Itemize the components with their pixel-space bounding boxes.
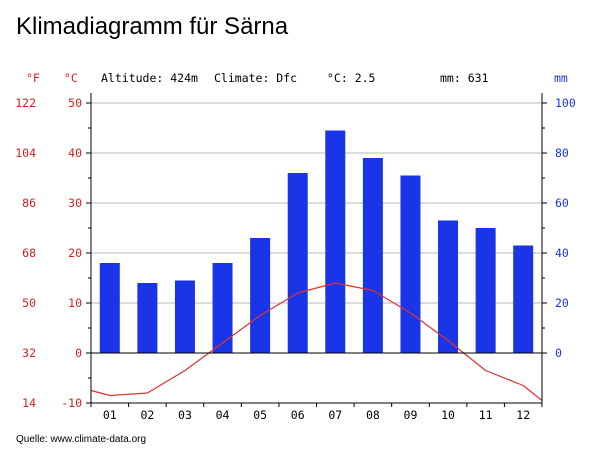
precip-bar-11 xyxy=(475,228,496,353)
source-credit: Quelle: www.climate-data.org xyxy=(16,434,146,445)
month-label-05: 05 xyxy=(253,408,267,422)
fahrenheit-tick-label: 50 xyxy=(22,296,36,310)
celsius-tick-label: 10 xyxy=(68,296,82,310)
unit-celsius: °C xyxy=(64,71,78,85)
precip-bar-02 xyxy=(137,283,158,353)
month-label-01: 01 xyxy=(103,408,117,422)
mm-tick-label: 40 xyxy=(555,246,569,260)
temperature-line-group xyxy=(90,282,543,401)
precip-bar-05 xyxy=(250,238,271,353)
chart-title: Klimadiagramm für Särna xyxy=(16,13,289,40)
mm-tick-label: 100 xyxy=(555,96,576,110)
month-label-06: 06 xyxy=(291,408,305,422)
month-label-03: 03 xyxy=(178,408,192,422)
precip-bar-03 xyxy=(174,280,195,353)
mm-tick-label: 20 xyxy=(555,296,569,310)
celsius-tick-label: 20 xyxy=(68,246,82,260)
precip-bar-10 xyxy=(438,220,459,353)
climate-class-label: Climate: Dfc xyxy=(214,71,297,85)
mm-tick-label: 80 xyxy=(555,146,569,160)
altitude-label: Altitude: 424m xyxy=(101,71,198,85)
month-label-07: 07 xyxy=(328,408,342,422)
precip-bar-07 xyxy=(325,130,346,353)
precip-bar-01 xyxy=(99,263,120,353)
unit-millimeters: mm xyxy=(554,71,568,85)
mm-tick-label: 0 xyxy=(555,346,562,360)
fahrenheit-tick-label: 86 xyxy=(22,196,36,210)
fahrenheit-tick-label: 104 xyxy=(15,146,36,160)
fahrenheit-tick-label: 14 xyxy=(22,396,36,410)
month-label-12: 12 xyxy=(516,408,530,422)
month-label-08: 08 xyxy=(366,408,380,422)
month-label-02: 02 xyxy=(140,408,154,422)
precip-bar-08 xyxy=(362,158,383,353)
celsius-tick-label: 30 xyxy=(68,196,82,210)
month-label-04: 04 xyxy=(216,408,230,422)
fahrenheit-tick-label: 68 xyxy=(22,246,36,260)
gridlines xyxy=(91,102,542,404)
unit-fahrenheit: °F xyxy=(26,71,40,85)
precip-bar-09 xyxy=(400,175,421,353)
celsius-tick-label: 0 xyxy=(75,346,82,360)
fahrenheit-tick-label: 122 xyxy=(15,96,36,110)
celsius-tick-label: -10 xyxy=(61,396,82,410)
celsius-tick-label: 50 xyxy=(68,96,82,110)
precipitation-total-label: mm: 631 xyxy=(440,71,489,85)
month-label-09: 09 xyxy=(404,408,418,422)
month-label-11: 11 xyxy=(479,408,493,422)
tick-labels: -101403210502068308640104501220204060801… xyxy=(15,96,576,422)
fahrenheit-tick-label: 32 xyxy=(22,346,36,360)
mean-temperature-label: °C: 2.5 xyxy=(327,71,375,85)
temperature-line xyxy=(90,282,543,401)
celsius-tick-label: 40 xyxy=(68,146,82,160)
precip-bar-12 xyxy=(513,245,534,353)
axes xyxy=(86,93,547,407)
precip-bar-04 xyxy=(212,263,233,353)
precipitation-bars xyxy=(99,130,534,353)
precip-bar-06 xyxy=(287,173,308,353)
month-label-10: 10 xyxy=(441,408,455,422)
mm-tick-label: 60 xyxy=(555,196,569,210)
